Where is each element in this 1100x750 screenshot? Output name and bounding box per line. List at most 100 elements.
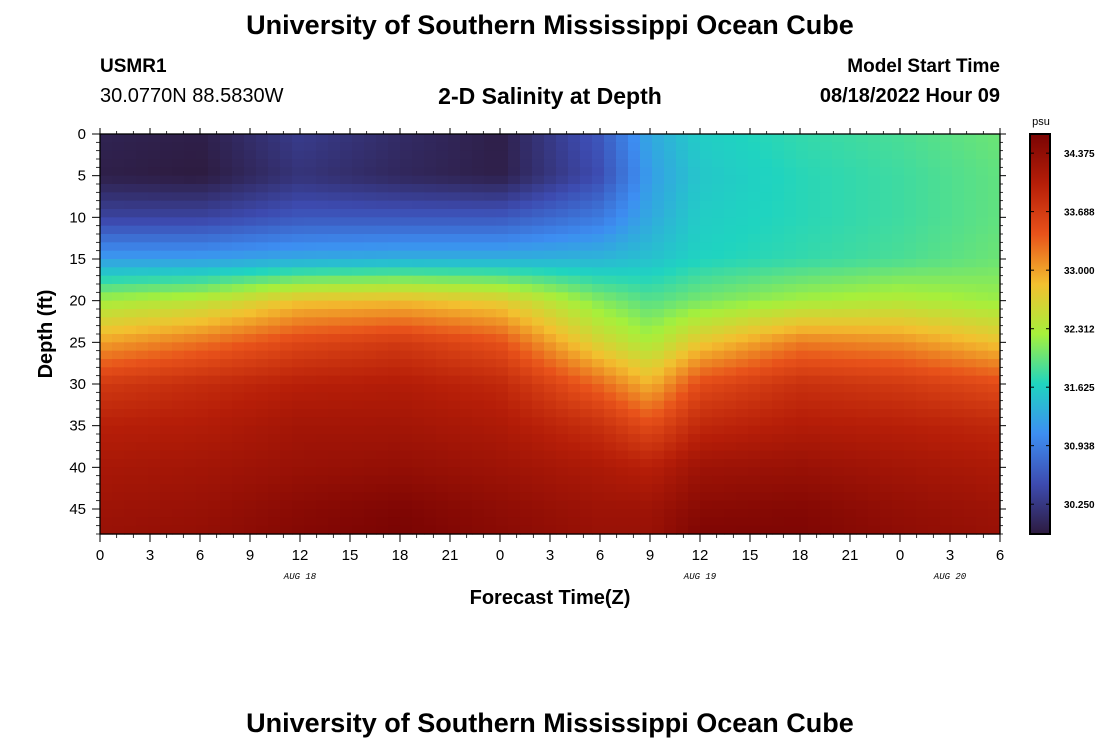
heatmap-cell	[340, 359, 353, 368]
heatmap-cell	[412, 367, 425, 377]
heatmap-cell	[868, 375, 881, 385]
heatmap-cell	[532, 434, 545, 443]
heatmap-cell	[424, 475, 437, 485]
heatmap-cell	[940, 242, 953, 252]
heatmap-cell	[136, 425, 149, 435]
heatmap-cell	[508, 509, 521, 518]
heatmap-cell	[556, 150, 569, 160]
heatmap-cell	[160, 150, 173, 160]
heatmap-cell	[628, 234, 641, 243]
heatmap-cell	[820, 442, 833, 452]
heatmap-cell	[820, 200, 833, 210]
heatmap-cell	[832, 417, 845, 427]
heatmap-cell	[928, 325, 941, 335]
heatmap-cell	[352, 134, 365, 143]
heatmap-cell	[424, 450, 437, 460]
heatmap-cell	[364, 259, 377, 268]
heatmap-cell	[520, 334, 533, 343]
heatmap-cell	[976, 217, 989, 227]
heatmap-cell	[652, 384, 665, 393]
heatmap-cell	[472, 209, 485, 218]
heatmap-cell	[388, 434, 401, 443]
heatmap-cell	[100, 325, 113, 335]
heatmap-cell	[988, 234, 1001, 243]
heatmap-cell	[376, 292, 389, 302]
heatmap-cell	[208, 300, 221, 310]
heatmap-cell	[844, 467, 857, 477]
heatmap-cell	[124, 309, 137, 318]
heatmap-cell	[268, 325, 281, 335]
heatmap-cell	[244, 484, 257, 493]
heatmap-cell	[856, 317, 869, 327]
heatmap-cell	[292, 242, 305, 252]
heatmap-cell	[964, 150, 977, 160]
heatmap-cell	[832, 242, 845, 252]
heatmap-cell	[136, 517, 149, 527]
heatmap-cell	[256, 242, 269, 252]
heatmap-cell	[928, 184, 941, 193]
heatmap-cell	[388, 492, 401, 502]
heatmap-cell	[112, 484, 125, 493]
heatmap-cell	[388, 200, 401, 210]
heatmap-cell	[460, 459, 473, 468]
heatmap-cell	[988, 367, 1001, 377]
heatmap-cell	[460, 342, 473, 352]
heatmap-cell	[868, 400, 881, 410]
heatmap-cell	[700, 234, 713, 243]
heatmap-cell	[544, 150, 557, 160]
heatmap-cell	[592, 400, 605, 410]
heatmap-cell	[112, 209, 125, 218]
heatmap-cell	[136, 434, 149, 443]
heatmap-cell	[964, 392, 977, 402]
heatmap-cell	[568, 217, 581, 227]
heatmap-cell	[364, 175, 377, 185]
heatmap-cell	[772, 284, 785, 293]
heatmap-cell	[880, 250, 893, 260]
heatmap-cell	[556, 234, 569, 243]
heatmap-cell	[448, 350, 461, 360]
heatmap-cell	[928, 225, 941, 235]
heatmap-cell	[316, 134, 329, 143]
heatmap-cell	[388, 309, 401, 318]
heatmap-cell	[376, 142, 389, 152]
heatmap-cell	[460, 159, 473, 168]
heatmap-cell	[940, 309, 953, 318]
heatmap-cell	[124, 184, 137, 193]
heatmap-cell	[892, 434, 905, 443]
heatmap-cell	[280, 409, 293, 418]
heatmap-cell	[616, 509, 629, 518]
heatmap-cell	[988, 509, 1001, 518]
heatmap-cell	[424, 434, 437, 443]
heatmap-cell	[244, 175, 257, 185]
heatmap-cell	[724, 392, 737, 402]
heatmap-cell	[112, 475, 125, 485]
heatmap-cell	[580, 350, 593, 360]
heatmap-cell	[928, 300, 941, 310]
heatmap-cell	[688, 525, 701, 535]
heatmap-cell	[628, 334, 641, 343]
heatmap-cell	[328, 475, 341, 485]
heatmap-cell	[976, 175, 989, 185]
heatmap-cell	[772, 450, 785, 460]
heatmap-cell	[772, 167, 785, 177]
heatmap-cell	[388, 267, 401, 277]
heatmap-cell	[808, 242, 821, 252]
heatmap-cell	[964, 475, 977, 485]
heatmap-cell	[820, 184, 833, 193]
heatmap-cell	[208, 392, 221, 402]
heatmap-cell	[340, 209, 353, 218]
heatmap-cell	[712, 359, 725, 368]
heatmap-cell	[268, 409, 281, 418]
heatmap-cell	[472, 509, 485, 518]
heatmap-cell	[424, 375, 437, 385]
heatmap-cell	[952, 284, 965, 293]
heatmap-cell	[352, 142, 365, 152]
heatmap-cell	[556, 400, 569, 410]
heatmap-cell	[832, 434, 845, 443]
heatmap-cell	[208, 375, 221, 385]
heatmap-cell	[148, 250, 161, 260]
heatmap-cell	[676, 175, 689, 185]
heatmap-cell	[664, 250, 677, 260]
heatmap-cell	[364, 517, 377, 527]
heatmap-cell	[232, 225, 245, 235]
